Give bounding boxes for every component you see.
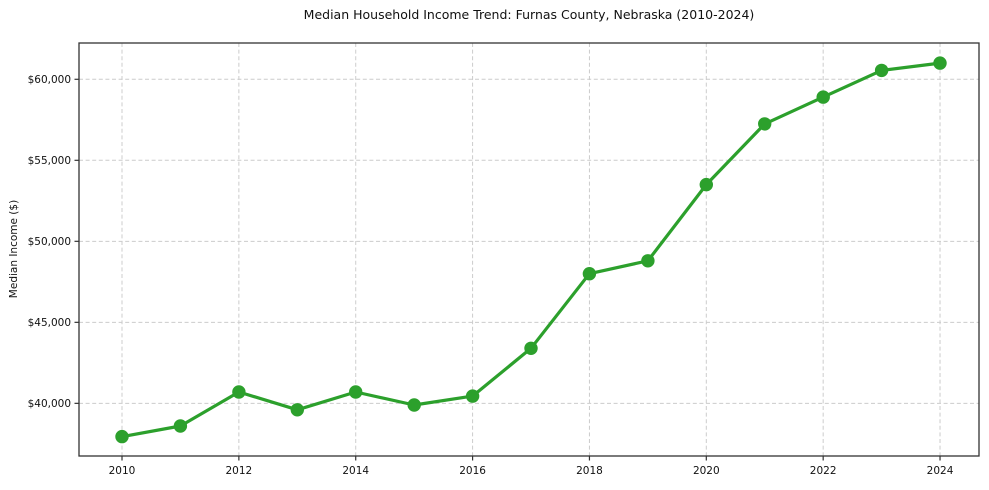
chart-title: Median Household Income Trend: Furnas Co…: [303, 7, 755, 22]
data-point: [115, 429, 129, 444]
y-tick-label: $45,000: [28, 317, 71, 329]
y-axis-label: Median Income ($): [8, 199, 20, 299]
x-tick-label: 2014: [342, 465, 369, 477]
data-point: [465, 389, 480, 403]
data-point: [758, 117, 772, 131]
data-point: [582, 267, 597, 281]
data-point: [874, 63, 889, 78]
y-tick-label: $40,000: [28, 398, 71, 410]
data-point: [933, 56, 947, 70]
data-point: [699, 177, 713, 192]
x-tick-label: 2022: [810, 465, 837, 477]
x-tick-label: 2010: [109, 465, 136, 477]
x-tick-label: 2020: [693, 465, 720, 477]
data-point: [232, 385, 246, 399]
data-point: [290, 403, 304, 417]
data-point: [524, 341, 538, 355]
data-point: [816, 90, 830, 104]
x-tick-label: 2018: [576, 465, 603, 477]
data-point: [173, 419, 188, 433]
x-tick-label: 2016: [459, 465, 486, 477]
x-tick-label: 2024: [927, 465, 954, 477]
x-tick-label: 2012: [225, 465, 252, 477]
data-point: [641, 254, 655, 268]
plot-border: [78, 42, 980, 457]
data-point: [349, 385, 363, 399]
data-point: [407, 398, 421, 412]
trend-line: [120, 61, 942, 439]
y-tick-label: $55,000: [28, 155, 71, 167]
y-tick-label: $60,000: [28, 74, 71, 86]
y-tick-label: $50,000: [28, 236, 71, 248]
